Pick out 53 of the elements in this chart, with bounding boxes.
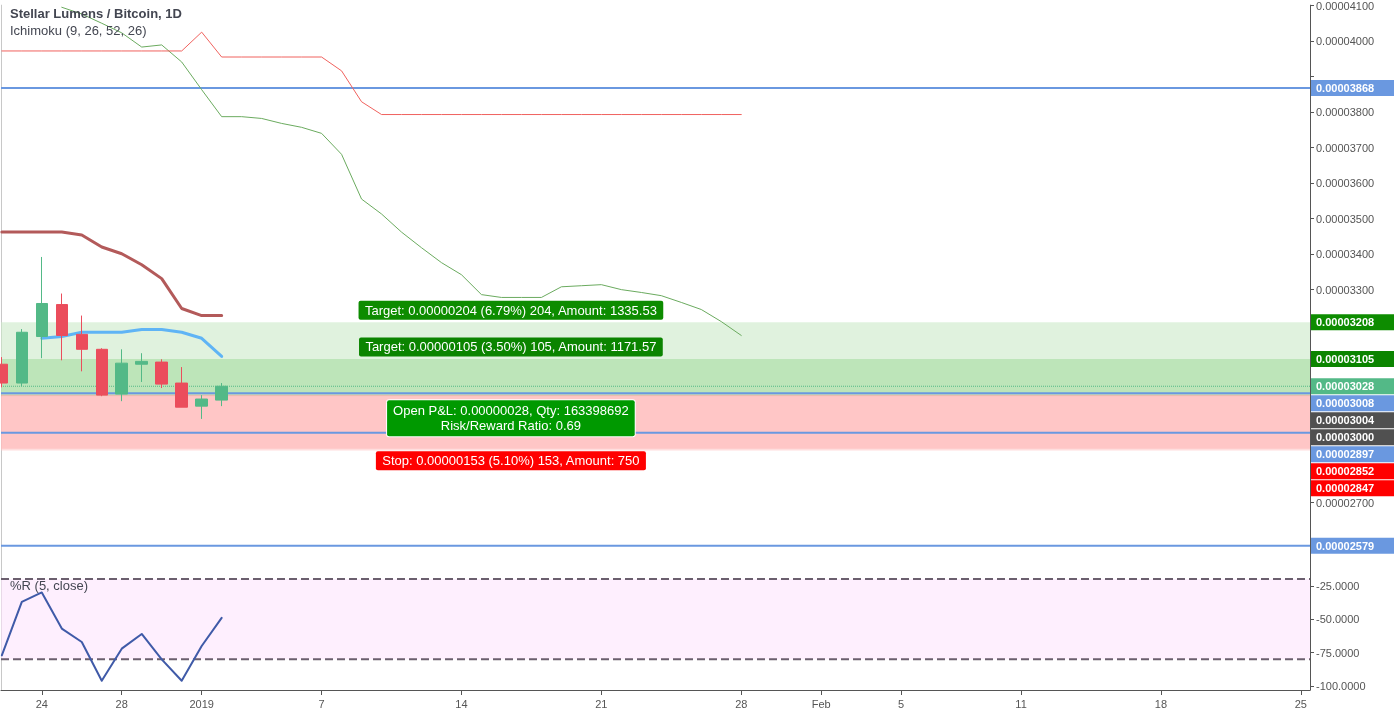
text: 0.00003004	[1316, 414, 1375, 427]
y-tick-label: 0.00004100	[1316, 0, 1375, 12]
x-tick-label: 25	[1294, 697, 1307, 710]
text: 0.00002847	[1316, 482, 1375, 495]
annotation: Open P&L: 0.00000028, Qty: 163398692 Risk/Reward Ratio: 0.69	[393, 403, 629, 434]
band-label: Target: 0.00000105 (3.50%) 105, Amount: 1171.57	[365, 339, 657, 355]
y-tick-label: 0.00003700	[1316, 141, 1375, 154]
text: Ichimoku (9, 26, 52, 26)	[10, 23, 147, 38]
ref-line-label: 0.00003028	[1316, 380, 1375, 393]
text: 0.00003208	[1316, 316, 1375, 329]
x-tick-label: 21	[595, 697, 608, 710]
y-tick-label: 0.00004000	[1316, 35, 1375, 48]
x-tick-label: 2019	[189, 697, 214, 710]
y-tick-label: 0.00003600	[1316, 177, 1375, 190]
y-tick-label: 0.00003300	[1316, 283, 1375, 296]
ref-line-label: 0.00002579	[1316, 539, 1375, 552]
candlestick	[195, 394, 208, 420]
candlestick	[96, 347, 108, 397]
x-tick-label: Feb	[811, 697, 831, 710]
y-tick-label: 0.00003800	[1316, 106, 1375, 119]
x-tick-label: 28	[735, 697, 748, 710]
ref-line-label: 0.00002897	[1316, 448, 1375, 461]
text: 0.00002852	[1316, 465, 1375, 478]
x-tick-label: 28	[115, 697, 128, 710]
line-series	[0, 591, 223, 682]
y-tick-label: -100.0000	[1316, 680, 1366, 693]
y-tick-label: -75.0000	[1316, 646, 1360, 659]
ref-line-label: 0.00003868	[1316, 81, 1375, 94]
candlestick	[175, 366, 188, 408]
line-series	[0, 230, 224, 318]
x-tick-label: 5	[898, 697, 905, 710]
ref-line-label: 0.00003008	[1316, 397, 1375, 410]
x-tick-label: 14	[455, 697, 468, 710]
candlestick	[56, 293, 68, 361]
candlestick	[135, 352, 148, 383]
band-label: Stop: 0.00000153 (5.10%) 153, Amount: 750	[382, 453, 640, 469]
text: 0.00003000	[1316, 431, 1375, 444]
y-tick-label: 0.00002700	[1316, 496, 1375, 509]
candlestick	[36, 256, 48, 359]
candlestick	[76, 315, 88, 372]
candlestick	[155, 358, 168, 389]
x-tick-label: 24	[35, 697, 48, 710]
x-tick-label: 11	[1015, 697, 1027, 710]
y-tick-label: 0.00003500	[1316, 212, 1375, 225]
chart-title: %R (5, close)	[10, 578, 89, 593]
y-tick-label: 0.00003400	[1316, 248, 1375, 261]
x-tick-label: 7	[318, 697, 325, 710]
y-tick-label: -25.0000	[1316, 579, 1360, 592]
line-series	[40, 327, 224, 358]
band-label: Target: 0.00000204 (6.79%) 204, Amount: 1335.53	[364, 302, 657, 318]
y-tick-label: -50.0000	[1316, 613, 1360, 626]
x-tick-label: 18	[1154, 697, 1168, 710]
text: 0.00003105	[1316, 352, 1375, 365]
